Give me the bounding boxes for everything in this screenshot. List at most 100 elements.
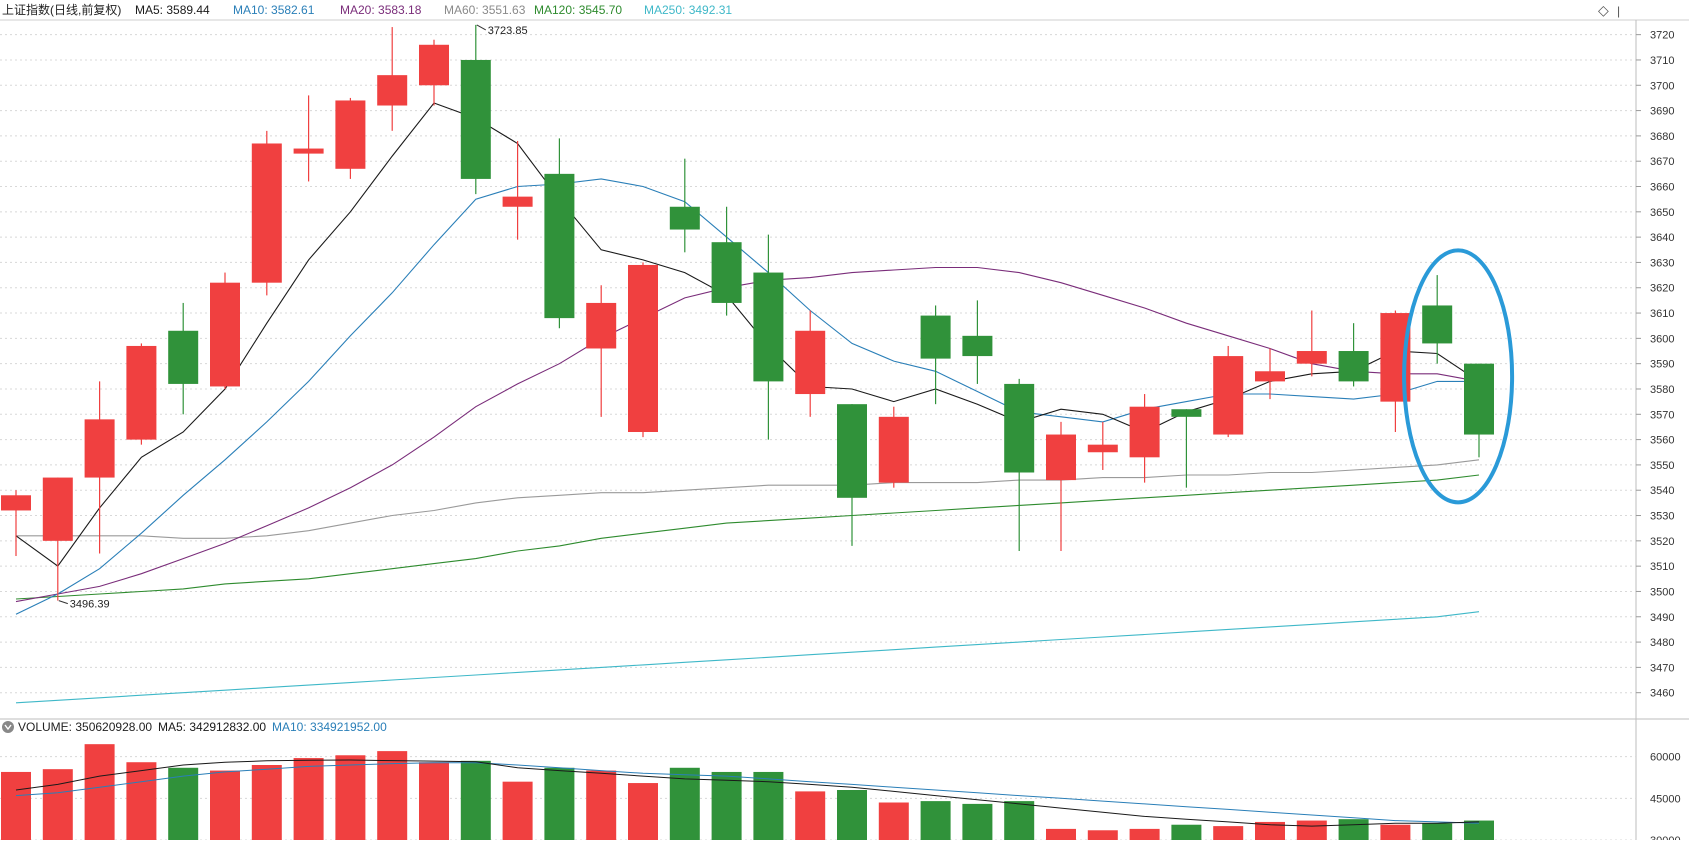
volume-bar [460,760,491,840]
volume-bar [1213,826,1244,840]
candle-body [42,477,73,541]
volume-bar [84,744,115,840]
candle-body [1338,351,1369,382]
volume-bar [293,758,324,840]
candle-body [669,206,700,230]
volume-bar [377,751,408,840]
candle-body [586,302,617,349]
candle-body [1464,363,1494,435]
ma250-line [15,611,1480,704]
collapse-icon[interactable] [2,721,14,733]
volume-bar [1171,824,1202,840]
price-tick-label: 3490 [1650,612,1674,624]
volume-bar [1,771,31,840]
volume-bar [795,791,826,840]
candle-body [1171,409,1202,417]
candle-body [126,345,157,440]
annotation-pointer [58,600,68,605]
price-axis: 3460 3470 3480 3490 3500 3510 3520 3530 3540 3550… [0,19,1689,840]
candle-body [628,264,658,433]
price-tick-label: 3480 [1650,637,1674,649]
ma-label-ma20: MA20: 3583.18 [340,3,422,17]
candle-body [1213,356,1244,435]
price-plot [1,24,1494,704]
volume-bar [962,803,993,840]
price-tick-label: 3590 [1650,359,1674,371]
candle-body [377,75,408,106]
candle-body [1129,406,1160,458]
volume-bar [502,781,533,840]
volume-bar [628,783,658,840]
price-header: 上证指数(日线,前复权) MA5: 3589.44 MA10: 3582.61 MA… [2,2,1620,18]
annotation-label: 3496.39 [70,599,110,611]
volume-bar [1380,824,1411,840]
candle-body [1422,305,1453,344]
volume-bar [419,762,449,840]
volume-bar [210,770,240,840]
volume-legend: VOLUME: 350620928.00 MA5: 342912832.00 MA1… [18,720,387,734]
volume-bar [1296,820,1327,840]
vertical-bar-icon: | [1617,4,1620,18]
volume-bar [1046,828,1076,840]
price-tick-label: 3630 [1650,257,1674,269]
candle-body [293,148,324,154]
candle-body [544,173,575,319]
ma-label-ma5: MA5: 3589.44 [135,3,210,17]
price-tick-label: 3510 [1650,561,1674,573]
volume-bar [126,762,157,840]
volume-bar [42,769,73,840]
volume-label: VOLUME: 350620928.00 [18,720,152,734]
candle-body [419,44,449,86]
price-tick-label: 3710 [1650,55,1674,67]
price-tick-label: 3460 [1650,688,1674,700]
volume-ma-label-vma10: MA10: 334921952.00 [272,720,387,734]
chevron-down-icon [4,724,12,731]
price-tick-label: 3540 [1650,485,1674,497]
diamond-icon[interactable]: ◇ [1598,2,1609,18]
candle-body [1004,383,1035,473]
ma-legend: MA5: 3589.44 MA10: 3582.61 MA20: 3583.18 MA… [135,3,732,17]
highlight-circle [1402,248,1515,505]
volume-bar [711,771,742,840]
price-tick-label: 3680 [1650,131,1674,143]
volume-tick-label: 30000 [1650,835,1681,840]
ma60-line [16,459,1480,539]
ma-label-ma250: MA250: 3492.31 [644,3,732,17]
price-tick-label: 3700 [1650,80,1674,92]
volume-bar [1255,821,1285,840]
ma120-line [15,474,1480,600]
candle-body [920,315,951,359]
price-tick-label: 3690 [1650,106,1674,118]
candle-body [753,272,784,382]
price-tick-label: 3720 [1650,30,1674,42]
volume-bar [837,790,867,840]
price-tick-label: 3530 [1650,511,1674,523]
candle-body [837,404,867,498]
candle-body [460,59,491,179]
price-tick-label: 3550 [1650,460,1674,472]
price-tick-label: 3610 [1650,308,1674,320]
candle-body [168,330,199,384]
price-tick-label: 3650 [1650,207,1674,219]
candle-body [251,143,282,283]
candle-body [962,335,993,357]
candle-body [210,282,240,387]
ma-label-ma10: MA10: 3582.61 [233,3,315,17]
volume-bar [1004,801,1035,840]
price-tick-label: 3620 [1650,283,1674,295]
volume-bar [1464,820,1494,840]
volume-bar [1422,823,1453,840]
candle-body [335,100,366,169]
volume-bar [335,755,366,840]
volume-bar [753,771,784,840]
candle-body [795,330,826,395]
volume-plot [1,744,1494,840]
volume-bar [168,767,199,840]
volume-header: VOLUME: 350620928.00 MA5: 342912832.00 MA1… [2,720,387,734]
volume-bar [251,765,282,840]
chart-title: 上证指数(日线,前复权) [2,2,121,17]
annotation-pointer [476,24,487,31]
ma10-line [15,178,1479,615]
